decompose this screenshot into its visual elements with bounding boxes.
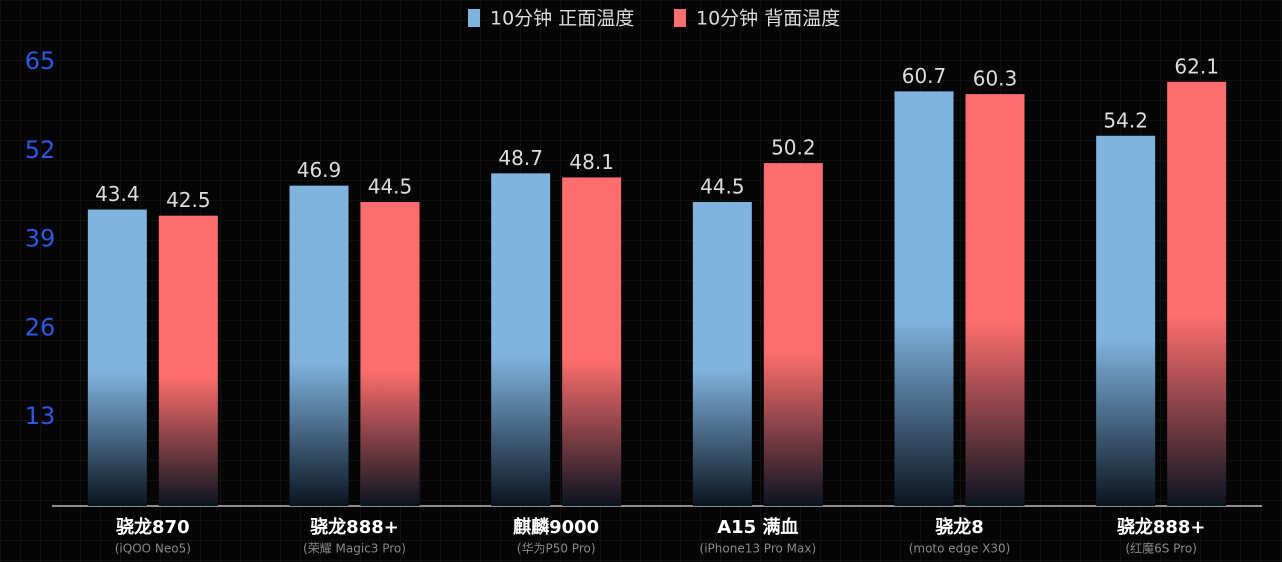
legend-label: 10分钟 背面温度 bbox=[696, 8, 840, 30]
x-tick-sublabel: (华为P50 Pro) bbox=[517, 542, 596, 556]
bar bbox=[763, 163, 823, 506]
value-label: 42.5 bbox=[166, 188, 211, 212]
x-tick-label: 骁龙888+ bbox=[1117, 516, 1206, 538]
y-tick-label: 65 bbox=[25, 47, 56, 75]
bar bbox=[289, 185, 349, 507]
bar bbox=[491, 173, 551, 506]
value-label: 48.1 bbox=[569, 150, 614, 174]
bar bbox=[1096, 135, 1156, 506]
legend-label: 10分钟 正面温度 bbox=[490, 8, 634, 30]
bar bbox=[158, 215, 218, 506]
bar bbox=[360, 202, 420, 506]
y-tick-label: 39 bbox=[25, 225, 56, 253]
value-label: 62.1 bbox=[1174, 54, 1219, 78]
bar bbox=[965, 94, 1025, 506]
x-tick-label: 麒麟9000 bbox=[513, 516, 599, 538]
legend-swatch bbox=[468, 9, 480, 27]
x-tick-sublabel: (荣耀 Magic3 Pro) bbox=[303, 542, 406, 556]
x-tick-label: 骁龙888+ bbox=[310, 516, 399, 538]
bar bbox=[562, 177, 622, 506]
value-label: 48.7 bbox=[498, 146, 543, 170]
bar bbox=[692, 202, 752, 506]
value-label: 44.5 bbox=[700, 175, 745, 199]
x-tick-sublabel: (moto edge X30) bbox=[909, 542, 1011, 556]
value-label: 50.2 bbox=[771, 136, 816, 160]
x-tick-label: 骁龙8 bbox=[935, 516, 984, 538]
x-tick-label: 骁龙870 bbox=[116, 516, 190, 538]
value-label: 60.7 bbox=[902, 64, 947, 88]
x-tick-sublabel: (iPhone13 Pro Max) bbox=[700, 542, 817, 556]
value-label: 60.3 bbox=[973, 67, 1018, 91]
value-label: 43.4 bbox=[95, 182, 140, 206]
bar bbox=[87, 209, 147, 506]
value-label: 54.2 bbox=[1103, 108, 1148, 132]
x-tick-sublabel: (红魔6S Pro) bbox=[1125, 541, 1196, 556]
y-tick-label: 26 bbox=[25, 313, 56, 341]
y-tick-label: 52 bbox=[25, 136, 56, 164]
legend-swatch bbox=[674, 9, 686, 27]
bar bbox=[894, 91, 954, 506]
value-label: 44.5 bbox=[368, 175, 413, 199]
y-tick-label: 13 bbox=[25, 402, 56, 430]
bar bbox=[1167, 81, 1227, 506]
value-label: 46.9 bbox=[297, 158, 342, 182]
x-tick-sublabel: (iQOO Neo5) bbox=[115, 542, 191, 556]
x-tick-label: A15 满血 bbox=[717, 516, 798, 538]
